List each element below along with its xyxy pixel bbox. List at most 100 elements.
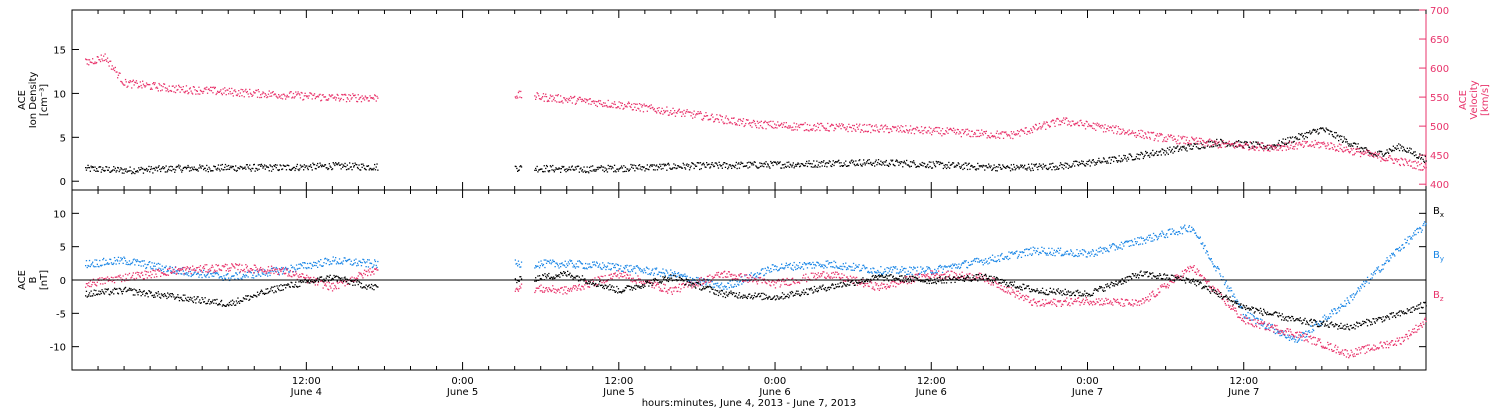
data-point: [1092, 128, 1093, 129]
data-point: [1301, 134, 1302, 135]
data-point: [1346, 303, 1347, 304]
data-point: [641, 169, 642, 170]
data-point: [633, 103, 634, 104]
data-point: [644, 270, 645, 271]
data-point: [1289, 140, 1290, 141]
data-point: [130, 170, 131, 171]
data-point: [705, 116, 706, 117]
data-point: [1058, 124, 1059, 125]
data-point: [1406, 151, 1407, 152]
data-point: [1319, 147, 1320, 148]
data-point: [341, 168, 342, 169]
data-point: [610, 166, 611, 167]
data-point: [303, 99, 304, 100]
data-point: [1180, 147, 1181, 148]
data-point: [155, 82, 156, 83]
data-point: [346, 169, 347, 170]
data-point: [670, 110, 671, 111]
data-point: [191, 276, 192, 277]
data-point: [1216, 267, 1217, 268]
data-point: [98, 57, 99, 58]
data-point: [1214, 140, 1215, 141]
data-point: [653, 275, 654, 276]
data-point: [880, 129, 881, 130]
data-point: [1001, 133, 1002, 134]
data-point: [999, 261, 1000, 262]
data-point: [1311, 146, 1312, 147]
data-point: [624, 171, 625, 172]
data-point: [1133, 245, 1134, 246]
data-point: [1044, 123, 1045, 124]
data-point: [862, 164, 863, 165]
data-point: [1420, 169, 1421, 170]
data-point: [558, 94, 559, 95]
data-point: [195, 270, 196, 271]
data-point: [812, 130, 813, 131]
data-point: [736, 162, 737, 163]
data-point: [846, 269, 847, 270]
data-point: [1361, 287, 1362, 288]
data-point: [665, 275, 666, 276]
data-point: [660, 276, 661, 277]
data-point: [308, 169, 309, 170]
data-point: [926, 167, 927, 168]
data-point: [882, 162, 883, 163]
data-point: [612, 167, 613, 168]
data-point: [929, 267, 930, 268]
data-point: [332, 168, 333, 169]
data-point: [198, 267, 199, 268]
data-point: [736, 286, 737, 287]
data-point: [146, 267, 147, 268]
data-point: [166, 88, 167, 89]
data-point: [598, 100, 599, 101]
data-point: [1272, 147, 1273, 148]
data-point: [787, 267, 788, 268]
data-point: [1284, 144, 1285, 145]
data-point: [319, 261, 320, 262]
data-point: [1176, 232, 1177, 233]
data-point: [1319, 132, 1320, 133]
data-point: [187, 167, 188, 168]
data-point: [1160, 233, 1161, 234]
data-point: [624, 104, 625, 105]
data-point: [356, 265, 357, 266]
data-point: [758, 167, 759, 168]
data-point: [589, 167, 590, 168]
data-point: [1379, 153, 1380, 154]
data-point: [1328, 130, 1329, 131]
data-point: [1135, 241, 1136, 242]
data-point: [1101, 248, 1102, 249]
data-point: [852, 162, 853, 163]
data-point: [1276, 149, 1277, 150]
data-point: [1168, 154, 1169, 155]
data-point: [990, 137, 991, 138]
data-point: [104, 278, 105, 279]
data-point: [851, 266, 852, 267]
data-point: [166, 165, 167, 166]
data-point: [1001, 253, 1002, 254]
data-point: [150, 169, 151, 170]
data-point: [187, 267, 188, 268]
data-point: [575, 267, 576, 268]
data-point: [185, 269, 186, 270]
data-point: [1119, 244, 1120, 245]
data-point: [1296, 142, 1297, 143]
data-point: [1173, 146, 1174, 147]
data-point: [1341, 136, 1342, 137]
data-point: [1203, 140, 1204, 141]
data-point: [1352, 146, 1353, 147]
data-point: [1194, 230, 1195, 231]
data-point: [166, 90, 167, 91]
data-point: [166, 274, 167, 275]
data-point: [92, 262, 93, 263]
data-point: [748, 162, 749, 163]
data-point: [147, 277, 148, 278]
data-point: [809, 125, 810, 126]
data-point: [795, 269, 796, 270]
data-point: [1018, 256, 1019, 257]
data-point: [1152, 150, 1153, 151]
data-point: [1126, 158, 1127, 159]
ytick-label: 15: [53, 46, 66, 57]
data-point: [106, 166, 107, 167]
